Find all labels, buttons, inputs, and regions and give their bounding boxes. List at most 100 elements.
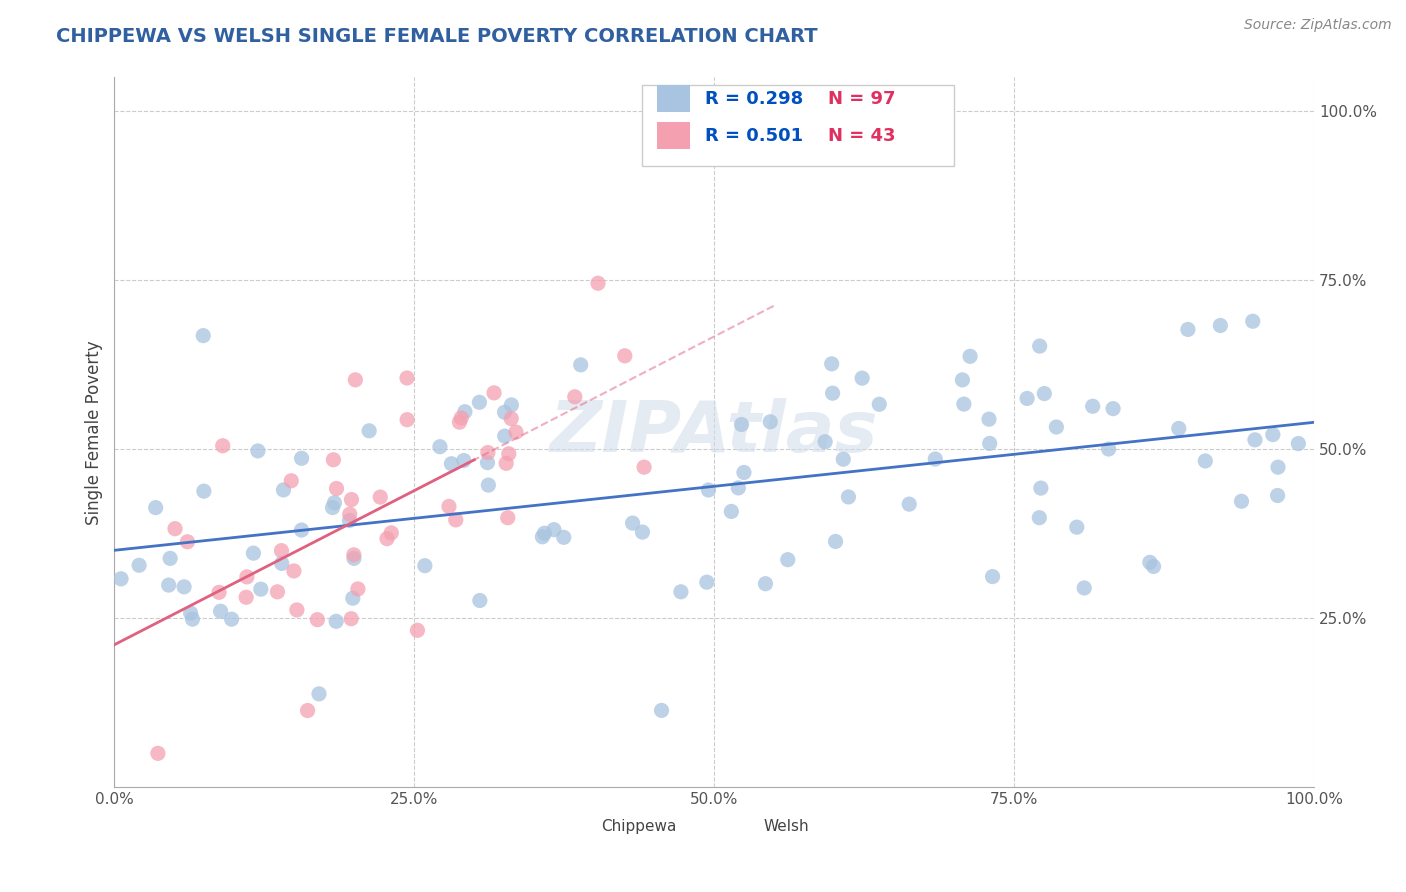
Point [359, 424, 381, 438]
Point [325, 615, 347, 629]
Point [145, 500, 167, 515]
Point [621, 516, 644, 530]
Point [501, 398, 523, 412]
Point [531, 530, 554, 544]
Point [633, 460, 655, 475]
Text: ZIPAtlas: ZIPAtlas [550, 398, 879, 467]
Point [482, 385, 505, 400]
Point [468, 593, 491, 607]
Point [180, 606, 202, 620]
Point [1261, 427, 1284, 442]
Point [477, 478, 499, 492]
Point [395, 371, 418, 385]
Point [501, 411, 523, 425]
Point [308, 687, 330, 701]
Point [221, 612, 243, 626]
Point [569, 358, 592, 372]
Y-axis label: Single Female Poverty: Single Female Poverty [86, 340, 103, 524]
Point [543, 523, 565, 537]
Point [498, 447, 520, 461]
Point [696, 575, 718, 590]
Text: N = 43: N = 43 [828, 127, 896, 145]
Point [146, 747, 169, 761]
Point [950, 373, 973, 387]
Point [832, 452, 855, 467]
Point [494, 429, 516, 443]
Point [1073, 581, 1095, 595]
Point [1230, 494, 1253, 508]
Text: R = 0.501: R = 0.501 [704, 127, 803, 145]
Point [1167, 421, 1189, 435]
Point [290, 523, 312, 537]
Point [1142, 559, 1164, 574]
Point [128, 558, 150, 573]
Point [821, 357, 844, 371]
Point [468, 395, 491, 409]
Point [236, 570, 259, 584]
Point [454, 405, 477, 419]
Point [669, 584, 692, 599]
Point [1267, 460, 1289, 475]
Point [651, 703, 673, 717]
Point [110, 572, 132, 586]
Point [730, 417, 752, 432]
Point [631, 525, 654, 540]
Point [553, 530, 575, 544]
Point [322, 500, 344, 515]
Point [495, 456, 517, 470]
Point [208, 585, 231, 599]
Point [697, 483, 720, 497]
Text: N = 97: N = 97 [828, 90, 896, 108]
Point [273, 483, 295, 497]
Point [339, 514, 361, 528]
Point [453, 453, 475, 467]
Point [270, 557, 292, 571]
Point [193, 328, 215, 343]
Point [340, 612, 363, 626]
Point [285, 603, 308, 617]
Point [157, 578, 180, 592]
Point [837, 490, 859, 504]
Point [235, 591, 257, 605]
Point [159, 551, 181, 566]
Point [564, 390, 586, 404]
Text: Source: ZipAtlas.com: Source: ZipAtlas.com [1244, 18, 1392, 32]
Point [325, 482, 347, 496]
Point [477, 445, 499, 459]
Point [1028, 339, 1050, 353]
Point [444, 513, 467, 527]
Point [1066, 520, 1088, 534]
Point [347, 582, 370, 596]
Point [173, 580, 195, 594]
Point [1194, 454, 1216, 468]
Point [868, 397, 890, 411]
Point [246, 443, 269, 458]
Point [181, 612, 204, 626]
Point [776, 552, 799, 566]
Point [586, 277, 609, 291]
Point [440, 457, 463, 471]
Point [898, 497, 921, 511]
Point [270, 543, 292, 558]
Point [449, 415, 471, 429]
Point [821, 386, 844, 401]
Point [727, 481, 749, 495]
Point [290, 451, 312, 466]
Point [340, 492, 363, 507]
Point [343, 551, 366, 566]
Point [1209, 318, 1232, 333]
Point [176, 534, 198, 549]
Text: Welsh: Welsh [763, 819, 808, 834]
Point [193, 484, 215, 499]
Point [163, 522, 186, 536]
Point [759, 415, 782, 429]
Point [283, 564, 305, 578]
Point [851, 371, 873, 385]
Point [1244, 433, 1267, 447]
Point [1033, 386, 1056, 401]
Point [496, 510, 519, 524]
Point [533, 526, 555, 541]
Point [211, 439, 233, 453]
Point [720, 504, 742, 518]
Point [250, 582, 273, 597]
